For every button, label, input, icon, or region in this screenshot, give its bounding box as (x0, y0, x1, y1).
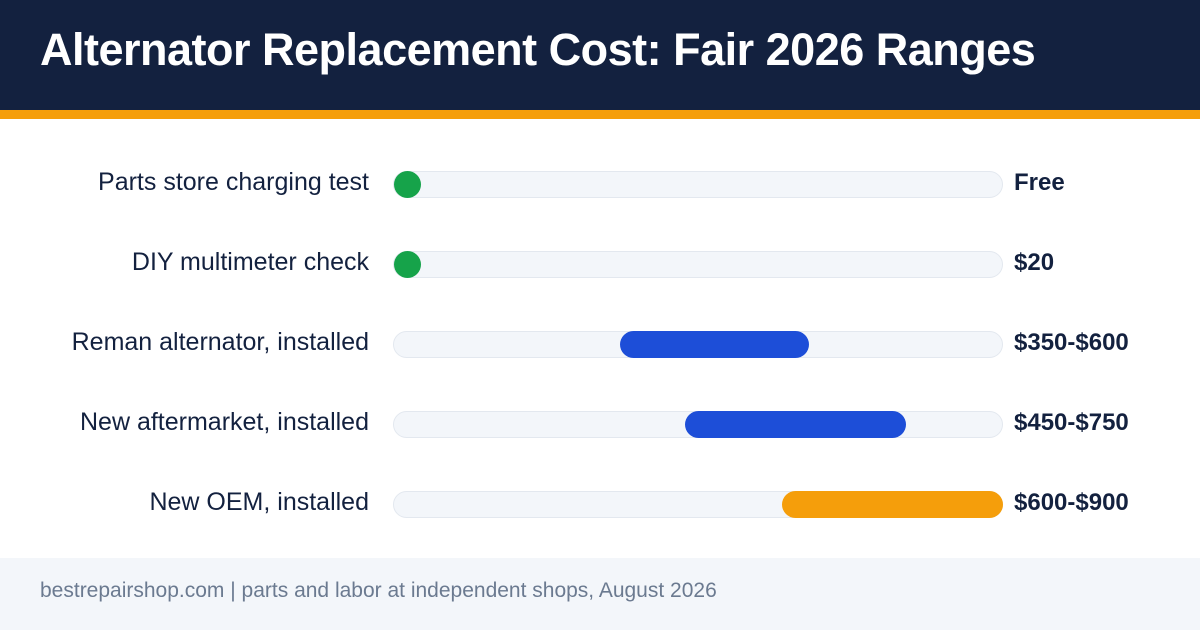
source-note: bestrepairshop.com | parts and labor at … (40, 579, 717, 602)
range-track (393, 330, 1003, 358)
range-bar (781, 490, 1003, 518)
row-value-label: $450-$750 (1014, 409, 1129, 436)
range-dot (394, 170, 421, 198)
row-value-label: Free (1014, 169, 1065, 196)
footer: bestrepairshop.com | parts and labor at … (0, 558, 1200, 630)
row-label: New OEM, installed (149, 488, 369, 516)
header-banner: Alternator Replacement Cost: Fair 2026 R… (0, 0, 1200, 110)
row-label: New aftermarket, installed (79, 408, 369, 436)
range-track (393, 410, 1003, 438)
range-track (393, 490, 1003, 518)
row-label: DIY multimeter check (131, 248, 369, 276)
row-label: Parts store charging test (98, 168, 369, 196)
row-value-label: $20 (1014, 249, 1055, 276)
chart-title: Alternator Replacement Cost: Fair 2026 R… (40, 24, 1036, 75)
row-label: Reman alternator, installed (71, 328, 369, 356)
row-value-label: $350-$600 (1014, 329, 1129, 356)
range-track (393, 250, 1003, 278)
range-track (393, 170, 1003, 198)
range-bar (619, 330, 809, 358)
row-value-label: $600-$900 (1014, 489, 1129, 516)
range-bar (684, 410, 906, 438)
accent-stripe (0, 110, 1200, 119)
range-dot (394, 250, 421, 278)
range-chart: Parts store charging test Free DIY multime… (0, 119, 1200, 558)
